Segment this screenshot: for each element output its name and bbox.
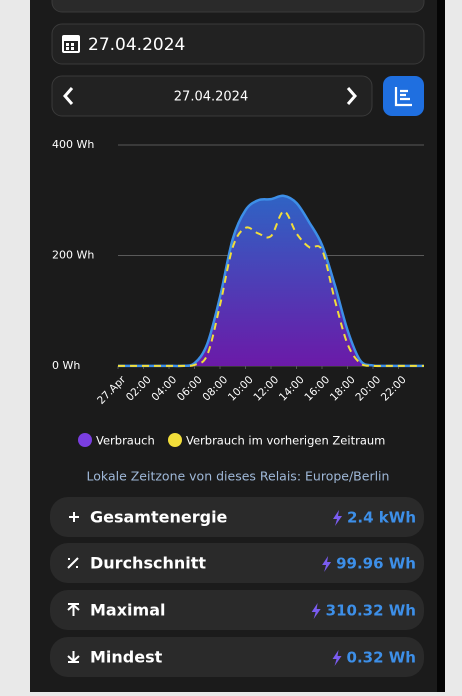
stat-label: Mindest xyxy=(90,648,163,667)
stat-value: 310.32 Wh xyxy=(326,602,416,620)
stat-label: Durchschnitt xyxy=(90,554,206,573)
series-line xyxy=(117,210,424,368)
date-field[interactable] xyxy=(51,23,425,65)
stats: Gesamtenergie 2.4 kWh Durchschnitt 99.96 Wh… xyxy=(50,497,424,677)
top-field xyxy=(51,0,425,13)
panel-edge xyxy=(437,0,445,692)
stat-value: 99.96 Wh xyxy=(336,555,416,573)
bolt-icon xyxy=(333,510,342,526)
date-field-text: 27.04.2024 xyxy=(88,35,185,55)
bolt-icon xyxy=(311,603,321,619)
stat-label: Maximal xyxy=(90,601,165,620)
calendar-icon xyxy=(62,35,80,53)
stat-row xyxy=(50,543,424,583)
timezone-note: Lokale Zeitzone von dieses Relais: Europ… xyxy=(87,469,390,484)
stat-row xyxy=(50,590,424,630)
stat-row xyxy=(50,497,424,537)
y-tick-label: 0 Wh xyxy=(52,359,80,372)
legend-swatch xyxy=(78,433,92,447)
stat-icon xyxy=(69,512,79,522)
date-nav xyxy=(51,75,373,117)
bolt-icon xyxy=(332,650,342,666)
stat-icon xyxy=(67,557,79,569)
stat-icon xyxy=(67,651,80,663)
legend-swatch xyxy=(168,433,182,447)
bolt-icon xyxy=(322,556,332,572)
stat-value: 2.4 kWh xyxy=(347,509,416,527)
legend-label: Verbrauch xyxy=(96,434,155,448)
prev-button[interactable] xyxy=(63,87,74,105)
y-tick-label: 200 Wh xyxy=(52,249,94,262)
stat-row xyxy=(50,637,424,677)
y-tick-label: 400 Wh xyxy=(52,138,94,151)
chart-icon xyxy=(394,87,412,107)
stat-value: 0.32 Wh xyxy=(347,649,416,667)
stat-label: Gesamtenergie xyxy=(90,508,228,527)
legend-label: Verbrauch im vorherigen Zeitraum xyxy=(186,434,385,448)
nav-date: 27.04.2024 xyxy=(174,90,248,105)
stat-icon xyxy=(67,603,80,616)
next-button[interactable] xyxy=(346,87,357,105)
area-fill xyxy=(118,195,424,367)
